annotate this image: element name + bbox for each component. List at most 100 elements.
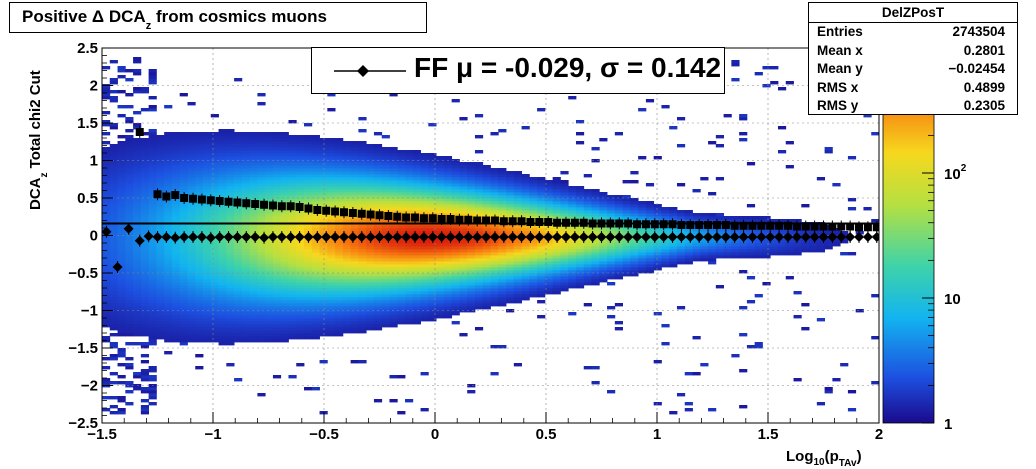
heatmap-cell [164, 168, 173, 172]
profile-point-mean [596, 232, 607, 242]
heatmap-cell [583, 207, 592, 211]
heatmap-cell [474, 186, 484, 190]
heatmap-cell [521, 210, 530, 214]
heatmap-cell [102, 318, 111, 322]
heatmap-cell [117, 294, 126, 298]
heatmap-cell [389, 246, 398, 250]
heatmap-cell [288, 150, 297, 154]
heatmap-cell [241, 162, 251, 166]
heatmap-cell [241, 183, 251, 187]
heatmap-cell [552, 228, 561, 232]
heatmap-cell [140, 171, 150, 175]
heatmap-cell [350, 309, 359, 313]
heatmap-cell [335, 312, 344, 316]
heatmap-cell [140, 90, 150, 94]
heatmap-cell [187, 159, 196, 163]
heatmap-cell [210, 282, 219, 286]
heatmap-cell [218, 138, 227, 142]
heatmap-cell [529, 201, 538, 205]
heatmap-cell [412, 171, 421, 175]
heatmap-cell [381, 312, 390, 316]
heatmap-cell [133, 198, 142, 202]
heatmap-cell [133, 291, 142, 295]
heatmap-cell [498, 264, 507, 268]
heatmap-cell [506, 246, 515, 250]
heatmap-cell [179, 162, 188, 166]
heatmap-cell [397, 411, 406, 415]
profile-point-mean [312, 232, 323, 242]
heatmap-cell [226, 186, 235, 190]
heatmap-cell [140, 378, 150, 382]
profile-point-mean [854, 232, 865, 242]
heatmap-cell [366, 219, 375, 223]
heatmap-cell [288, 186, 297, 190]
heatmap-cell [816, 240, 826, 244]
heatmap-cell [335, 249, 344, 253]
heatmap-cell [335, 228, 344, 232]
heatmap-cell [661, 342, 670, 346]
heatmap-cell [474, 240, 484, 244]
heatmap-cell [187, 303, 196, 307]
heatmap-cell [335, 138, 344, 142]
heatmap-cell [506, 291, 515, 295]
heatmap-cell [140, 369, 150, 373]
heatmap-cell [770, 252, 779, 256]
heatmap-cell [607, 195, 616, 199]
heatmap-cell [210, 168, 219, 172]
heatmap-cell [288, 324, 297, 328]
heatmap-cell [156, 138, 165, 142]
heatmap-cell [272, 321, 282, 325]
heatmap-cell [288, 282, 297, 286]
heatmap-cell [661, 243, 670, 247]
heatmap-cell [412, 291, 421, 295]
heatmap-cell [241, 189, 251, 193]
profile-point-spread [206, 196, 215, 205]
heatmap-cell [109, 252, 118, 256]
heatmap-cell [195, 186, 204, 190]
heatmap-cell [684, 372, 693, 376]
heatmap-cell [459, 183, 468, 187]
heatmap-cell [405, 309, 414, 313]
heatmap-cell [653, 231, 662, 235]
heatmap-cell [599, 138, 608, 142]
heatmap-cell [210, 138, 219, 142]
heatmap-cell [777, 246, 787, 250]
heatmap-cell [234, 273, 243, 277]
heatmap-cell [451, 282, 460, 286]
heatmap-cell [102, 207, 111, 211]
heatmap-cell [148, 174, 157, 178]
heatmap-cell [241, 153, 251, 157]
heatmap-cell [109, 99, 118, 103]
heatmap-cell [575, 261, 585, 265]
heatmap-cell [117, 315, 126, 319]
heatmap-cell [272, 141, 282, 145]
heatmap-cell [560, 270, 569, 274]
heatmap-cell [653, 240, 662, 244]
heatmap-cell [428, 276, 437, 280]
heatmap-cell [832, 231, 841, 235]
heatmap-cell [645, 234, 655, 238]
heatmap-cell [218, 306, 227, 310]
heatmap-cell [506, 282, 515, 286]
heatmap-cell [140, 405, 150, 409]
heatmap-cell [397, 249, 406, 253]
heatmap-cell [335, 255, 344, 259]
heatmap-cell [513, 186, 522, 190]
heatmap-cell [428, 168, 437, 172]
heatmap-cell [125, 306, 134, 310]
heatmap-cell [164, 180, 173, 184]
heatmap-cell [272, 138, 282, 142]
heatmap-cell [358, 168, 367, 172]
heatmap-cell [583, 204, 592, 208]
heatmap-cell [234, 306, 243, 310]
heatmap-cell [412, 183, 421, 187]
heatmap-cell [187, 141, 196, 145]
heatmap-cell [226, 165, 235, 169]
heatmap-cell [171, 135, 181, 139]
heatmap-cell [148, 210, 157, 214]
heatmap-cell [575, 276, 585, 280]
heatmap-cell [335, 234, 344, 238]
heatmap-cell [109, 381, 118, 385]
heatmap-cell [482, 243, 491, 247]
heatmap-cell [692, 258, 701, 262]
